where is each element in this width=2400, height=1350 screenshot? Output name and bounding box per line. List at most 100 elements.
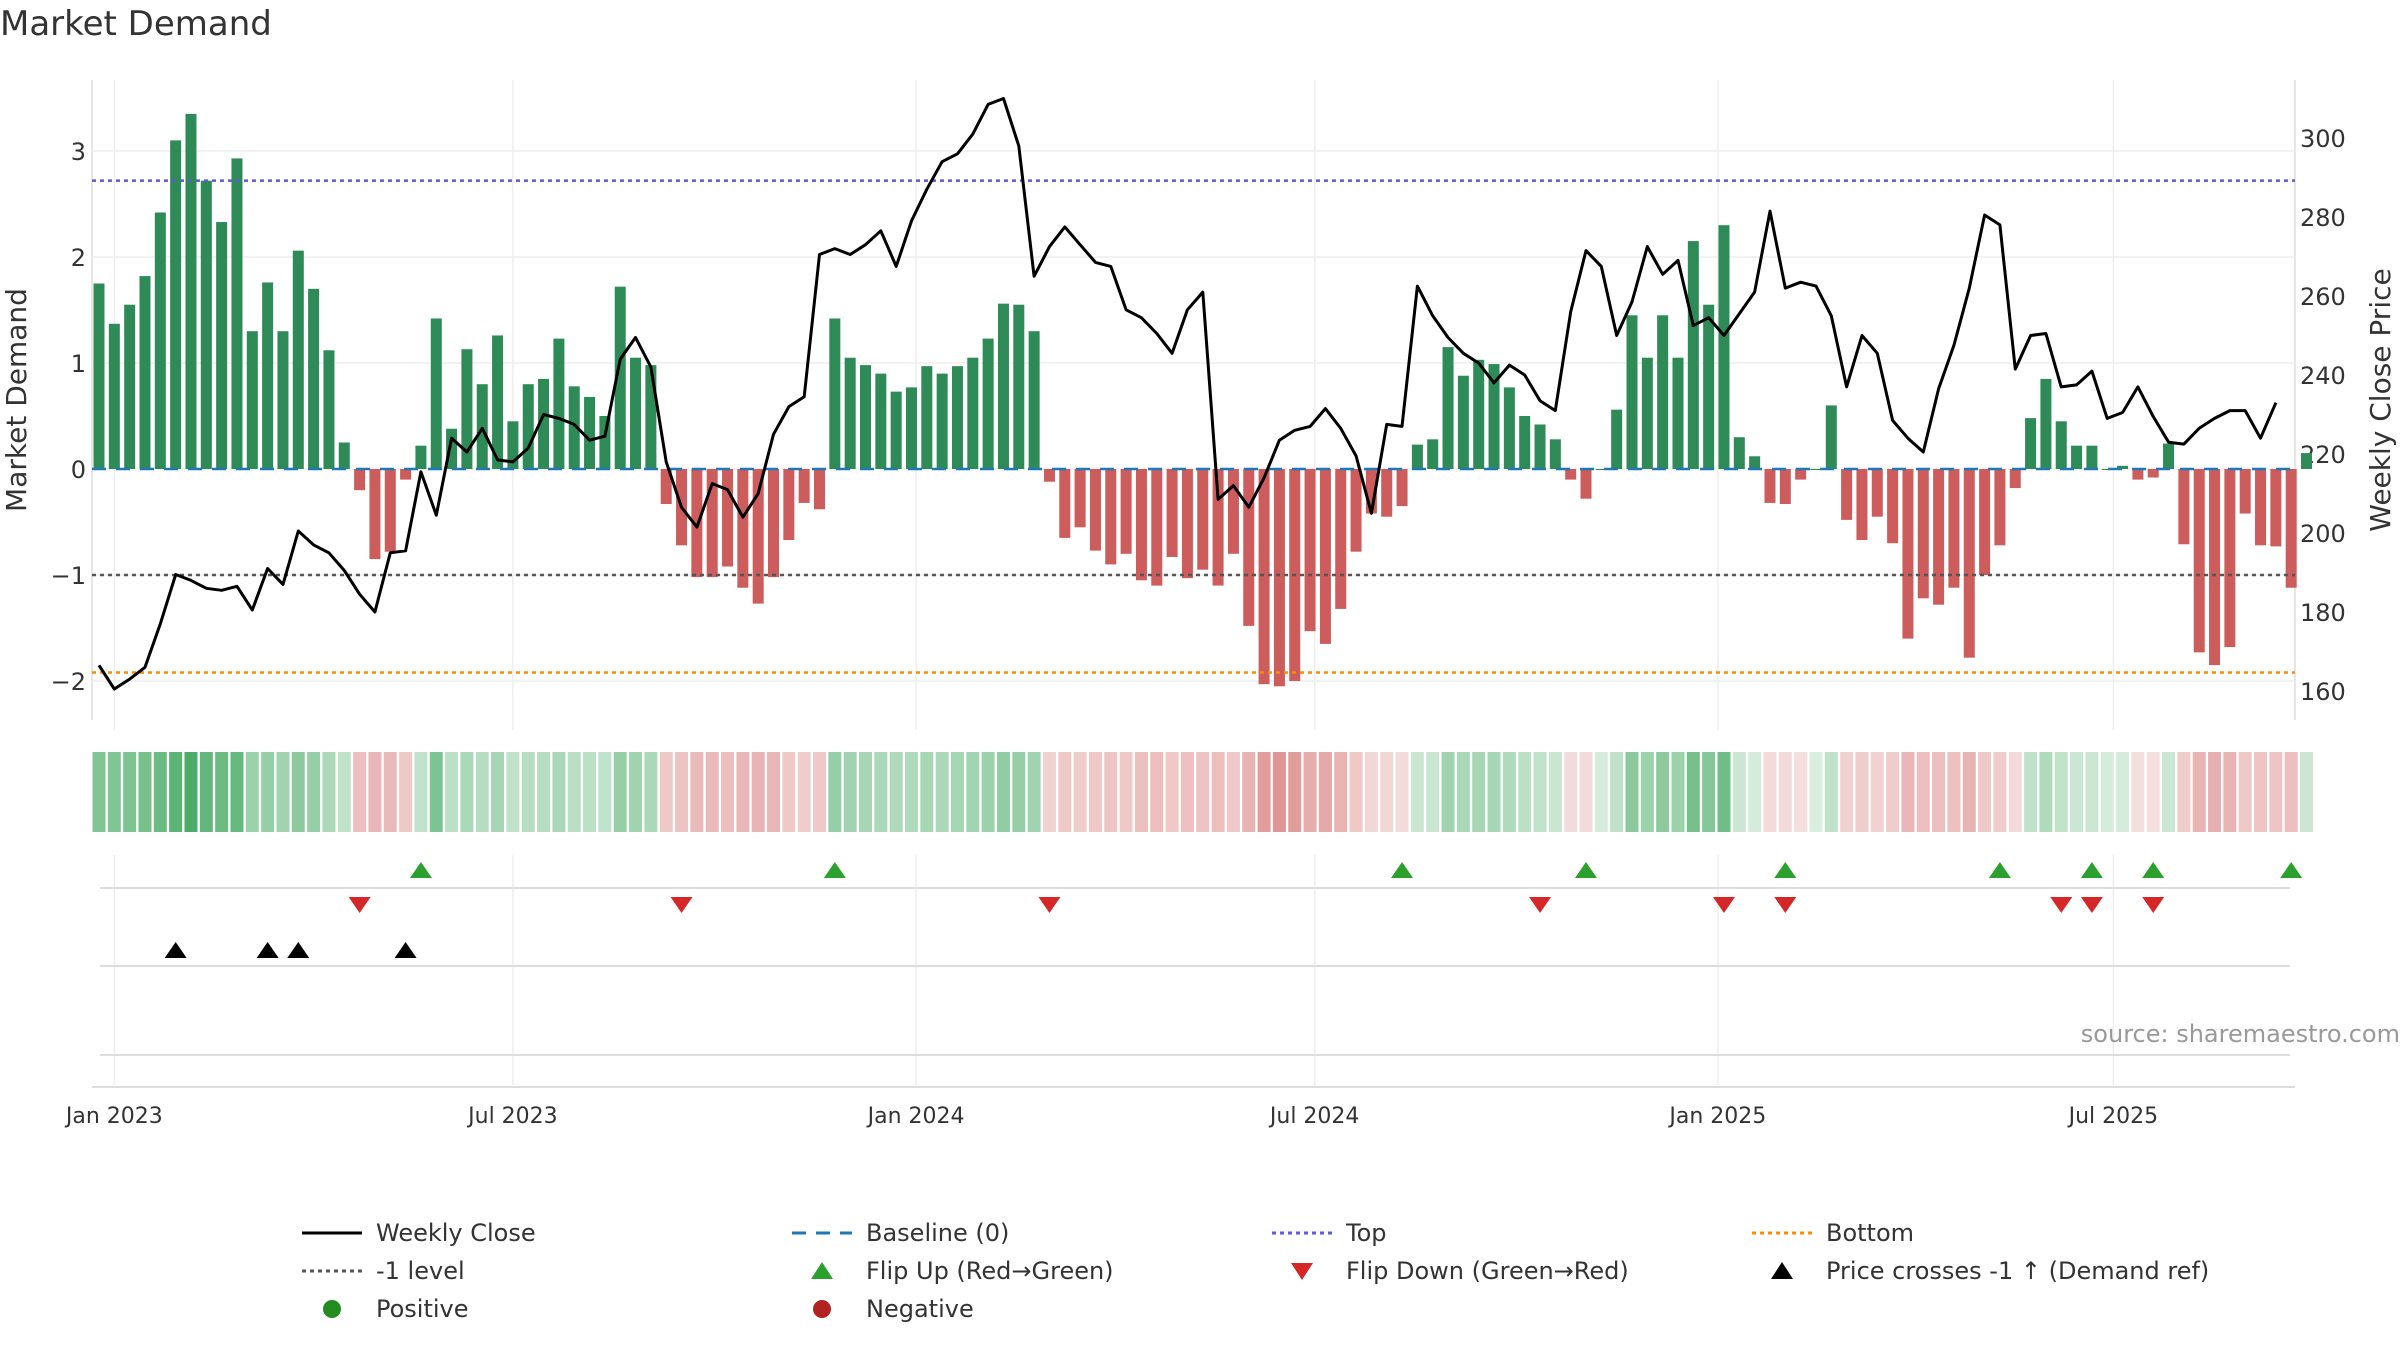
demand-bar-positive bbox=[2040, 378, 2052, 469]
demand-strip-cell bbox=[460, 752, 474, 832]
cross-triangle-icon bbox=[1750, 1259, 1814, 1283]
demand-strip-cell bbox=[1947, 752, 1961, 832]
demand-bar-positive bbox=[1013, 304, 1025, 469]
demand-strip-cell bbox=[2024, 752, 2038, 832]
demand-strip-cell bbox=[950, 752, 964, 832]
negative-dot-icon bbox=[790, 1297, 854, 1321]
demand-strip-cell bbox=[1104, 752, 1118, 832]
demand-bar-negative bbox=[768, 469, 780, 578]
demand-bar-negative bbox=[1243, 469, 1255, 626]
demand-bar-positive bbox=[967, 357, 979, 469]
demand-bar-negative bbox=[369, 469, 381, 560]
demand-strip-cell bbox=[353, 752, 367, 832]
demand-bar-negative bbox=[1381, 469, 1393, 517]
demand-strip-cell bbox=[307, 752, 321, 832]
demand-strip-cell bbox=[1824, 752, 1838, 832]
flip-down-marker bbox=[1529, 897, 1552, 913]
positive-dot-icon bbox=[300, 1297, 364, 1321]
demand-strip-cell bbox=[1165, 752, 1179, 832]
demand-bar-positive bbox=[645, 365, 657, 469]
demand-strip-cell bbox=[1671, 752, 1685, 832]
demand-bar-negative bbox=[1319, 469, 1331, 644]
demand-strip-cell bbox=[245, 752, 259, 832]
x-tick-label: Jul 2025 bbox=[2067, 1104, 2159, 1129]
demand-bar-positive bbox=[1718, 225, 1730, 469]
demand-bar-positive bbox=[323, 350, 335, 469]
demand-strip-cell bbox=[2162, 752, 2176, 832]
demand-bar-positive bbox=[921, 366, 933, 469]
demand-bar-negative bbox=[1779, 469, 1791, 504]
demand-strip-cell bbox=[644, 752, 658, 832]
demand-strip-cell bbox=[445, 752, 459, 832]
demand-strip-cell bbox=[1962, 752, 1976, 832]
demand-strip-cell bbox=[521, 752, 535, 832]
demand-strip-cell bbox=[1778, 752, 1792, 832]
demand-strip-cell bbox=[2100, 752, 2114, 832]
flip-up-marker bbox=[409, 862, 432, 878]
demand-strip-cell bbox=[1993, 752, 2007, 832]
demand-bar-positive bbox=[1703, 304, 1715, 469]
demand-strip-cell bbox=[506, 752, 520, 832]
x-tick-label: Jul 2024 bbox=[1268, 1104, 1360, 1129]
demand-strip-cell bbox=[2054, 752, 2068, 832]
legend-label-positive: Positive bbox=[376, 1295, 469, 1323]
demand-bar-negative bbox=[2009, 469, 2021, 489]
demand-strip-cell bbox=[567, 752, 581, 832]
demand-bar-negative bbox=[1151, 469, 1163, 586]
demand-bar-positive bbox=[1672, 357, 1684, 469]
demand-strip-cell bbox=[184, 752, 198, 832]
demand-strip-cell bbox=[1318, 752, 1332, 832]
legend-label-minus-one: -1 level bbox=[376, 1257, 465, 1285]
demand-bar-positive bbox=[584, 396, 596, 469]
demand-bar-positive bbox=[154, 212, 166, 470]
demand-strip-cell bbox=[828, 752, 842, 832]
demand-strip-cell bbox=[797, 752, 811, 832]
legend-label-bottom: Bottom bbox=[1826, 1219, 1915, 1247]
demand-strip-cell bbox=[690, 752, 704, 832]
demand-bar-negative bbox=[1350, 469, 1362, 552]
demand-bar-positive bbox=[1519, 416, 1531, 469]
demand-strip-cell bbox=[123, 752, 137, 832]
demand-strip-cell bbox=[169, 752, 183, 832]
demand-bar-positive bbox=[1641, 357, 1653, 469]
demand-bar-negative bbox=[2193, 469, 2205, 653]
demand-strip-cell bbox=[491, 752, 505, 832]
demand-bar-positive bbox=[1503, 387, 1515, 469]
demand-strip-cell bbox=[1487, 752, 1501, 832]
baseline-dash-icon bbox=[790, 1221, 854, 1245]
demand-bar-positive bbox=[829, 318, 841, 469]
demand-strip-cell bbox=[1180, 752, 1194, 832]
demand-strip-cell bbox=[981, 752, 995, 832]
demand-strip-cell bbox=[1702, 752, 1716, 832]
demand-bar-negative bbox=[1059, 469, 1071, 538]
demand-strip-cell bbox=[153, 752, 167, 832]
demand-bar-positive bbox=[246, 331, 258, 469]
demand-strip-cell bbox=[537, 752, 551, 832]
demand-strip-cell bbox=[1042, 752, 1056, 832]
demand-strip-cell bbox=[1870, 752, 1884, 832]
demand-strip-cell bbox=[598, 752, 612, 832]
flip-down-marker bbox=[670, 897, 693, 913]
flip-down-triangle-icon bbox=[1270, 1259, 1334, 1283]
demand-bar-negative bbox=[722, 469, 734, 567]
demand-bar-negative bbox=[752, 469, 764, 604]
demand-strip-cell bbox=[337, 752, 351, 832]
bottom-dot-line-icon bbox=[1750, 1221, 1814, 1245]
demand-strip-cell bbox=[935, 752, 949, 832]
demand-bar-positive bbox=[200, 180, 212, 469]
demand-bar-negative bbox=[1181, 469, 1193, 579]
demand-strip-cell bbox=[383, 752, 397, 832]
demand-strip-cell bbox=[996, 752, 1010, 832]
demand-strip-cell bbox=[1027, 752, 1041, 832]
demand-strip-cell bbox=[1257, 752, 1271, 832]
demand-strip-cell bbox=[2146, 752, 2160, 832]
flip-up-marker bbox=[1988, 862, 2011, 878]
legend-label-negative: Negative bbox=[866, 1295, 974, 1323]
flip-down-marker bbox=[2050, 897, 2073, 913]
demand-bar-negative bbox=[1764, 469, 1776, 503]
demand-bar-positive bbox=[461, 349, 473, 469]
demand-bar-positive bbox=[446, 428, 458, 469]
demand-bar-negative bbox=[2209, 469, 2221, 666]
demand-bar-positive bbox=[308, 288, 320, 469]
demand-bar-positive bbox=[2055, 421, 2067, 469]
